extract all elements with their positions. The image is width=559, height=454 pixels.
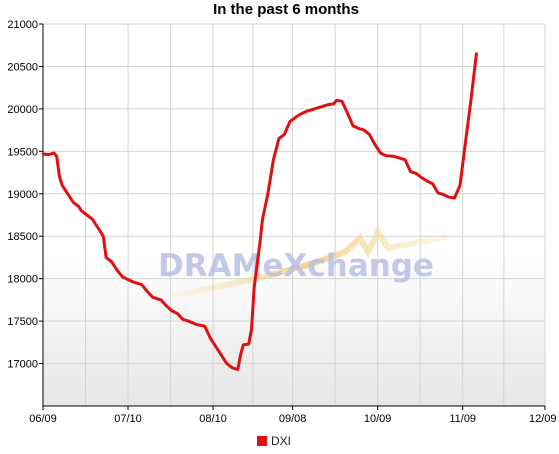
x-tick-label: 08/10: [199, 413, 227, 425]
y-tick-label: 19000: [7, 189, 38, 201]
legend-label-dxi: DXI: [271, 434, 291, 448]
legend: DXI: [257, 434, 291, 448]
y-tick-label: 18000: [7, 274, 38, 286]
y-tick-label: 20500: [7, 61, 38, 73]
y-tick-label: 17500: [7, 316, 38, 328]
series-line-dxi: [41, 52, 478, 371]
watermark-swoosh: [172, 225, 448, 298]
y-tick-label: 17000: [7, 359, 38, 371]
x-tick-label: 12/09: [529, 413, 557, 425]
y-axis-ticks: 17000 17500 18000 18500 19000 19500 20000 20500…: [7, 19, 43, 371]
chart-title: In the past 6 months: [213, 1, 359, 18]
y-tick-label: 19500: [7, 146, 38, 158]
dramexchange-watermark: DRAMeXchange: [158, 225, 448, 298]
x-tick-label: 10/09: [364, 413, 392, 425]
x-tick-label: 11/09: [449, 413, 476, 425]
y-tick-label: 18500: [7, 231, 38, 243]
legend-swatch-dxi: [257, 436, 267, 446]
series-group: [41, 52, 478, 371]
watermark-text: DRAMeXchange: [158, 248, 434, 284]
plot-area: [43, 24, 545, 406]
y-tick-label: 20000: [7, 104, 38, 116]
x-axis-ticks: 06/09 07/10 08/10 09/08 10/09 11/09 12/09: [29, 406, 557, 425]
x-tick-label: 06/09: [29, 413, 57, 425]
x-tick-label: 07/10: [114, 413, 142, 425]
y-tick-label: 21000: [7, 19, 38, 31]
x-tick-label: 09/08: [279, 413, 307, 425]
